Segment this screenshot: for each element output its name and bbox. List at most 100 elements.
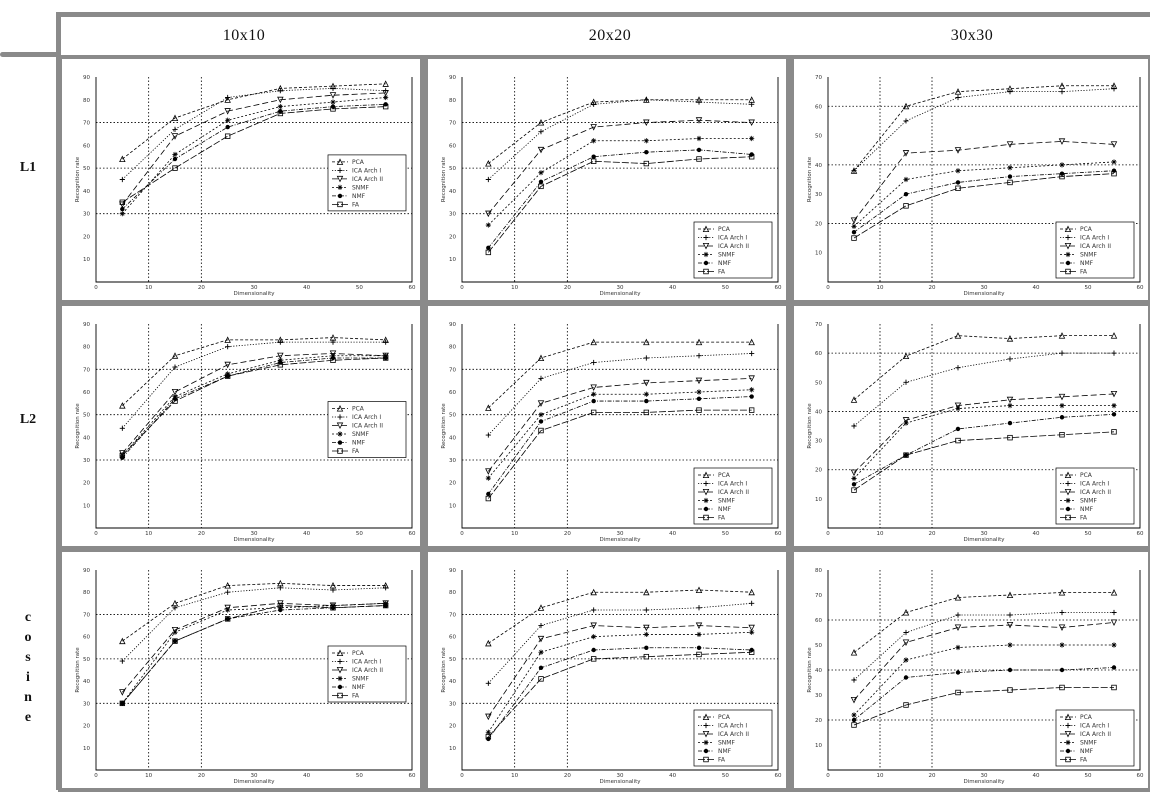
data-point — [1110, 589, 1118, 596]
data-point — [696, 156, 702, 162]
x-tick-label: 50 — [1085, 285, 1092, 291]
data-point — [1058, 82, 1066, 89]
legend-marker — [702, 242, 710, 250]
series-nmf — [486, 147, 754, 251]
data-point — [278, 607, 283, 613]
data-point — [851, 223, 857, 229]
series-line — [853, 352, 1114, 427]
legend-marker — [703, 756, 709, 763]
data-point — [382, 89, 389, 97]
row-header-l1: L1 — [0, 160, 56, 176]
legend-marker — [1064, 471, 1072, 479]
data-point — [119, 176, 125, 183]
data-point — [171, 133, 179, 140]
y-tick-label: 40 — [815, 409, 822, 415]
legend-marker — [1064, 225, 1072, 233]
data-point — [903, 203, 909, 209]
chart-panel-2: 0 10 20 30 40 50 60 10 20 30 40 50 60 70 80 90 Dimension… — [424, 55, 790, 304]
data-point — [954, 624, 962, 631]
series-snmf — [485, 387, 755, 481]
x-tick-label: 60 — [775, 773, 782, 779]
data-point — [1111, 412, 1117, 417]
y-tick-label: 50 — [83, 657, 90, 663]
data-point — [695, 117, 703, 124]
row-header-cosine: c o s i n e — [0, 608, 56, 728]
legend-marker — [703, 251, 709, 258]
series-pca — [850, 82, 1118, 174]
x-tick-label: 30 — [251, 773, 258, 779]
axes-frame — [461, 324, 779, 529]
series-snmf — [851, 159, 1117, 229]
data-point — [171, 114, 179, 121]
data-point — [851, 168, 857, 174]
data-point — [591, 398, 596, 404]
axes-frame — [461, 570, 779, 771]
data-point — [538, 419, 544, 424]
x-tick-label: 10 — [877, 285, 884, 291]
data-point — [277, 96, 284, 104]
data-point — [225, 117, 231, 123]
series-fa — [119, 103, 389, 205]
y-tick-label: 30 — [83, 212, 90, 218]
data-point — [1059, 609, 1065, 616]
x-tick-label: 20 — [564, 285, 571, 291]
chart-panel-1: 0 10 20 30 40 50 60 10 20 30 40 50 60 70 80 90 Dimension… — [58, 55, 424, 304]
y-tick-label: 60 — [449, 635, 456, 641]
legend-marker — [337, 692, 343, 699]
data-point — [537, 354, 545, 361]
legend-marker — [703, 722, 709, 729]
row-header-l1-label: L1 — [19, 160, 37, 175]
data-point — [485, 160, 492, 167]
series-ica-arch-i — [485, 350, 755, 438]
legend-marker — [1065, 739, 1071, 746]
legend-box — [693, 221, 773, 279]
data-point — [383, 94, 389, 101]
x-tick-label: 20 — [564, 773, 571, 779]
data-point — [696, 631, 702, 638]
data-point — [172, 629, 178, 635]
data-point — [1111, 168, 1117, 173]
x-tick-label: 60 — [1137, 773, 1144, 779]
x-tick-label: 10 — [511, 285, 518, 291]
data-point — [277, 602, 284, 609]
data-point — [538, 412, 544, 418]
data-point — [591, 607, 597, 613]
data-point — [643, 607, 649, 613]
data-point — [172, 638, 178, 644]
data-point — [851, 717, 857, 723]
data-point — [538, 375, 544, 381]
x-tick-label: 40 — [669, 531, 676, 537]
series-fa — [485, 407, 755, 502]
y-tick-label: 80 — [449, 98, 456, 104]
data-point — [224, 373, 231, 379]
data-point — [1059, 415, 1065, 420]
data-point — [748, 154, 755, 160]
data-point — [329, 350, 337, 357]
y-tick-label: 50 — [815, 643, 822, 649]
series-nmf — [486, 394, 754, 497]
data-point — [1059, 162, 1065, 168]
x-tick-label: 10 — [877, 531, 884, 537]
data-point — [591, 101, 597, 107]
data-point — [485, 222, 491, 228]
data-point — [903, 379, 909, 385]
legend-entry: ICA Arch II — [718, 731, 749, 738]
legend-marker — [702, 488, 710, 496]
data-point — [485, 475, 491, 481]
legend-entry: SNMF — [718, 740, 735, 747]
legend-entry: SNMF — [1080, 498, 1097, 505]
y-tick-label: 30 — [815, 192, 822, 198]
y-tick-label: 30 — [83, 701, 90, 707]
legend-entry: ICA Arch I — [352, 414, 381, 421]
y-tick-label: 70 — [449, 367, 456, 373]
data-point — [119, 199, 126, 205]
legend-entry: PCA — [1080, 226, 1093, 233]
series-line — [853, 173, 1115, 239]
series-line — [122, 83, 386, 160]
data-point — [695, 377, 703, 385]
data-point — [1110, 390, 1118, 398]
data-point — [382, 602, 389, 609]
data-point — [329, 92, 337, 99]
data-point — [591, 634, 597, 640]
x-tick-label: 0 — [94, 531, 98, 537]
